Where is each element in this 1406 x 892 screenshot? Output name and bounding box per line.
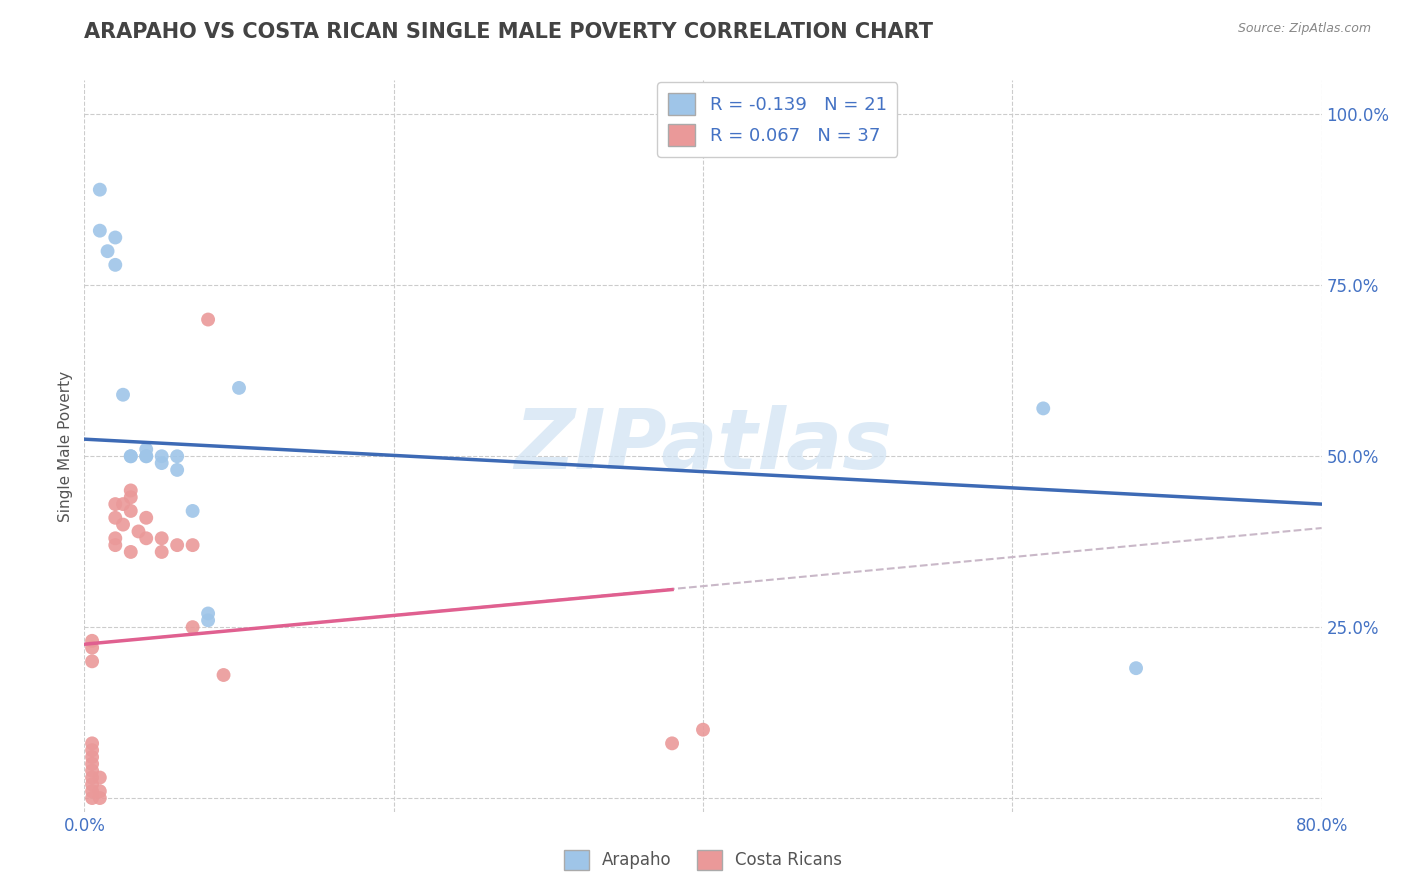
Point	[82, 640, 104, 655]
Point	[150, 449, 173, 463]
Point	[120, 545, 142, 559]
Point	[135, 442, 157, 457]
Point	[1125, 661, 1147, 675]
Point	[112, 517, 135, 532]
Point	[89, 771, 111, 785]
Point	[104, 510, 127, 524]
Point	[89, 183, 111, 197]
Point	[82, 756, 104, 771]
Point	[82, 764, 104, 778]
Text: ARAPAHO VS COSTA RICAN SINGLE MALE POVERTY CORRELATION CHART: ARAPAHO VS COSTA RICAN SINGLE MALE POVER…	[84, 22, 934, 42]
Point	[82, 791, 104, 805]
Point	[228, 381, 250, 395]
Point	[104, 538, 127, 552]
Point	[104, 230, 127, 244]
Point	[135, 531, 157, 545]
Point	[197, 312, 219, 326]
Point	[89, 224, 111, 238]
Point	[82, 736, 104, 750]
Point	[120, 504, 142, 518]
Point	[135, 449, 157, 463]
Point	[197, 607, 219, 621]
Point	[166, 538, 188, 552]
Text: Source: ZipAtlas.com: Source: ZipAtlas.com	[1237, 22, 1371, 36]
Y-axis label: Single Male Poverty: Single Male Poverty	[58, 370, 73, 522]
Point	[104, 258, 127, 272]
Point	[150, 456, 173, 470]
Point	[120, 490, 142, 504]
Point	[135, 449, 157, 463]
Point	[89, 784, 111, 798]
Point	[120, 449, 142, 463]
Point	[112, 388, 135, 402]
Point	[150, 545, 173, 559]
Text: ZIPatlas: ZIPatlas	[515, 406, 891, 486]
Point	[82, 771, 104, 785]
Point	[104, 531, 127, 545]
Point	[120, 483, 142, 498]
Point	[82, 750, 104, 764]
Point	[181, 538, 204, 552]
Point	[112, 497, 135, 511]
Point	[150, 531, 173, 545]
Point	[128, 524, 150, 539]
Point	[82, 743, 104, 757]
Point	[212, 668, 235, 682]
Point	[135, 510, 157, 524]
Point	[661, 736, 683, 750]
Point	[82, 784, 104, 798]
Point	[97, 244, 120, 259]
Point	[166, 449, 188, 463]
Point	[120, 449, 142, 463]
Point	[181, 620, 204, 634]
Point	[197, 613, 219, 627]
Legend: Arapaho, Costa Ricans: Arapaho, Costa Ricans	[557, 843, 849, 877]
Point	[82, 777, 104, 791]
Point	[104, 497, 127, 511]
Point	[89, 791, 111, 805]
Point	[181, 504, 204, 518]
Point	[166, 463, 188, 477]
Point	[82, 654, 104, 668]
Point	[692, 723, 714, 737]
Point	[82, 633, 104, 648]
Point	[1032, 401, 1054, 416]
